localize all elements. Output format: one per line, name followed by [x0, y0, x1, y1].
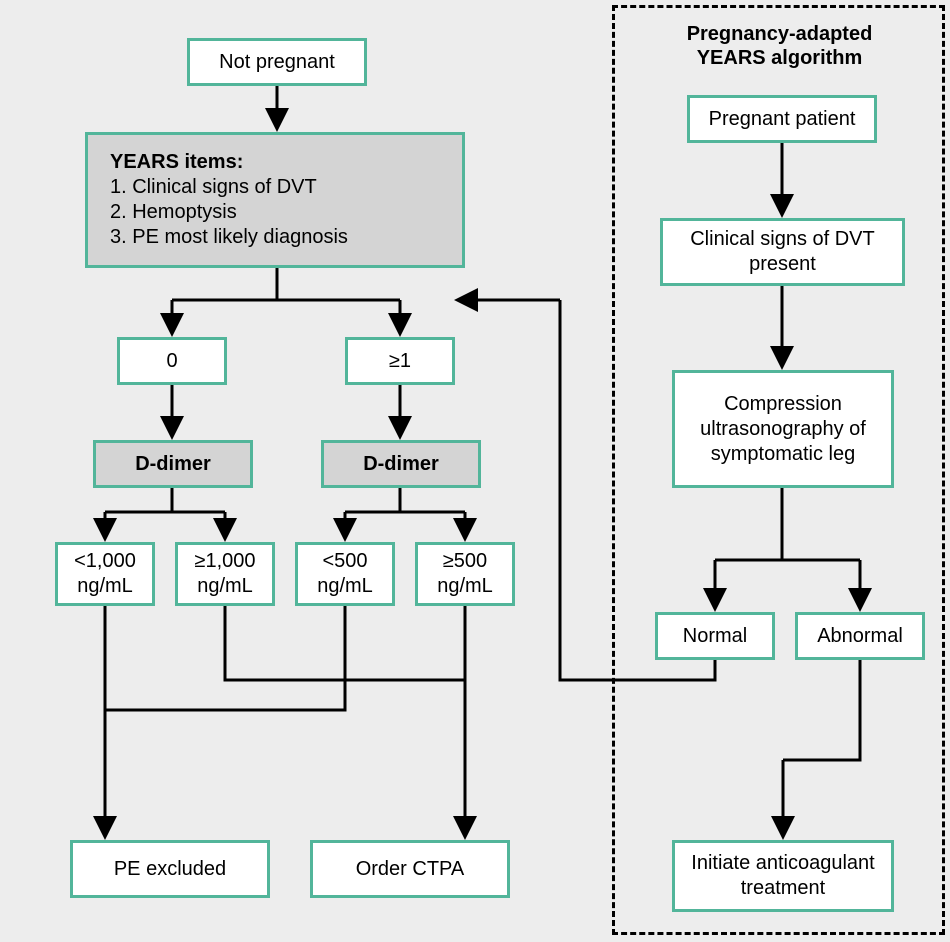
order-ctpa-label: Order CTPA — [356, 857, 465, 882]
gte1-label: ≥1 — [389, 349, 411, 374]
abnormal-label: Abnormal — [817, 624, 903, 649]
anticoag-label: Initiate anticoagulant treatment — [685, 851, 881, 901]
years-item-2: 2. Hemoptysis — [110, 201, 237, 223]
node-pregnant-patient: Pregnant patient — [687, 95, 877, 143]
years-items-title: YEARS items: — [110, 151, 243, 173]
node-gte1000: ≥1,000 ng/mL — [175, 542, 275, 606]
node-years-items: YEARS items: 1. Clinical signs of DVT 2.… — [85, 132, 465, 268]
gte1000-label: ≥1,000 ng/mL — [188, 549, 262, 599]
node-clinical-signs: Clinical signs of DVT present — [660, 218, 905, 286]
lt500-label: <500 ng/mL — [308, 549, 382, 599]
clinical-signs-label: Clinical signs of DVT present — [673, 227, 892, 277]
node-lt500: <500 ng/mL — [295, 542, 395, 606]
zero-label: 0 — [166, 349, 177, 374]
years-item-1: 1. Clinical signs of DVT — [110, 176, 317, 198]
node-zero: 0 — [117, 337, 227, 385]
flowchart-canvas: Pregnancy-adapted YEARS algorithm Not pr… — [0, 0, 950, 942]
node-gte1: ≥1 — [345, 337, 455, 385]
normal-label: Normal — [683, 624, 747, 649]
node-lt1000: <1,000 ng/mL — [55, 542, 155, 606]
years-items-content: YEARS items: 1. Clinical signs of DVT 2.… — [110, 150, 348, 250]
lt1000-label: <1,000 ng/mL — [68, 549, 142, 599]
ddimer-right-label: D-dimer — [363, 452, 439, 477]
node-order-ctpa: Order CTPA — [310, 840, 510, 898]
not-pregnant-label: Not pregnant — [219, 50, 335, 75]
node-compression-us: Compression ultrasonography of symptomat… — [672, 370, 894, 488]
node-anticoag: Initiate anticoagulant treatment — [672, 840, 894, 912]
pe-excluded-label: PE excluded — [114, 857, 226, 882]
years-item-3: 3. PE most likely diagnosis — [110, 226, 348, 248]
compression-us-label: Compression ultrasonography of symptomat… — [685, 392, 881, 467]
gte500-label: ≥500 ng/mL — [428, 549, 502, 599]
panel-title-line1: Pregnancy-adapted — [687, 23, 873, 45]
node-abnormal: Abnormal — [795, 612, 925, 660]
node-ddimer-right: D-dimer — [321, 440, 481, 488]
pregnant-patient-label: Pregnant patient — [709, 107, 856, 132]
node-gte500: ≥500 ng/mL — [415, 542, 515, 606]
panel-title-line2: YEARS algorithm — [697, 47, 863, 69]
ddimer-left-label: D-dimer — [135, 452, 211, 477]
node-not-pregnant: Not pregnant — [187, 38, 367, 86]
node-pe-excluded: PE excluded — [70, 840, 270, 898]
pregnancy-panel-title: Pregnancy-adapted YEARS algorithm — [642, 22, 917, 70]
node-normal: Normal — [655, 612, 775, 660]
node-ddimer-left: D-dimer — [93, 440, 253, 488]
